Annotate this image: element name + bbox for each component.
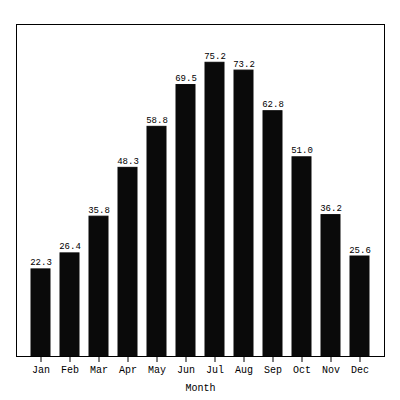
svg-text:25.6: 25.6: [349, 246, 371, 256]
svg-text:Month: Month: [185, 383, 215, 394]
svg-text:62.8: 62.8: [262, 100, 284, 110]
svg-text:Sep: Sep: [264, 365, 282, 376]
svg-text:51.0: 51.0: [291, 146, 313, 156]
svg-text:75.2: 75.2: [204, 52, 226, 62]
svg-text:Dec: Dec: [351, 365, 369, 376]
svg-text:Jul: Jul: [206, 365, 224, 376]
svg-text:58.8: 58.8: [146, 116, 168, 126]
svg-text:35.8: 35.8: [88, 206, 110, 216]
svg-text:Oct: Oct: [293, 365, 311, 376]
svg-text:Jun: Jun: [177, 365, 195, 376]
svg-text:Apr: Apr: [119, 365, 137, 376]
svg-text:Aug: Aug: [235, 365, 253, 376]
svg-text:22.3: 22.3: [30, 258, 52, 268]
svg-text:May: May: [148, 365, 166, 376]
svg-text:48.3: 48.3: [117, 157, 139, 167]
svg-text:Jan: Jan: [32, 365, 50, 376]
svg-text:Feb: Feb: [61, 365, 79, 376]
svg-text:69.5: 69.5: [175, 74, 197, 84]
svg-text:73.2: 73.2: [233, 60, 255, 70]
svg-text:Mar: Mar: [90, 365, 108, 376]
svg-text:Nov: Nov: [322, 365, 340, 376]
svg-text:26.4: 26.4: [59, 242, 81, 252]
svg-text:36.2: 36.2: [320, 204, 342, 214]
